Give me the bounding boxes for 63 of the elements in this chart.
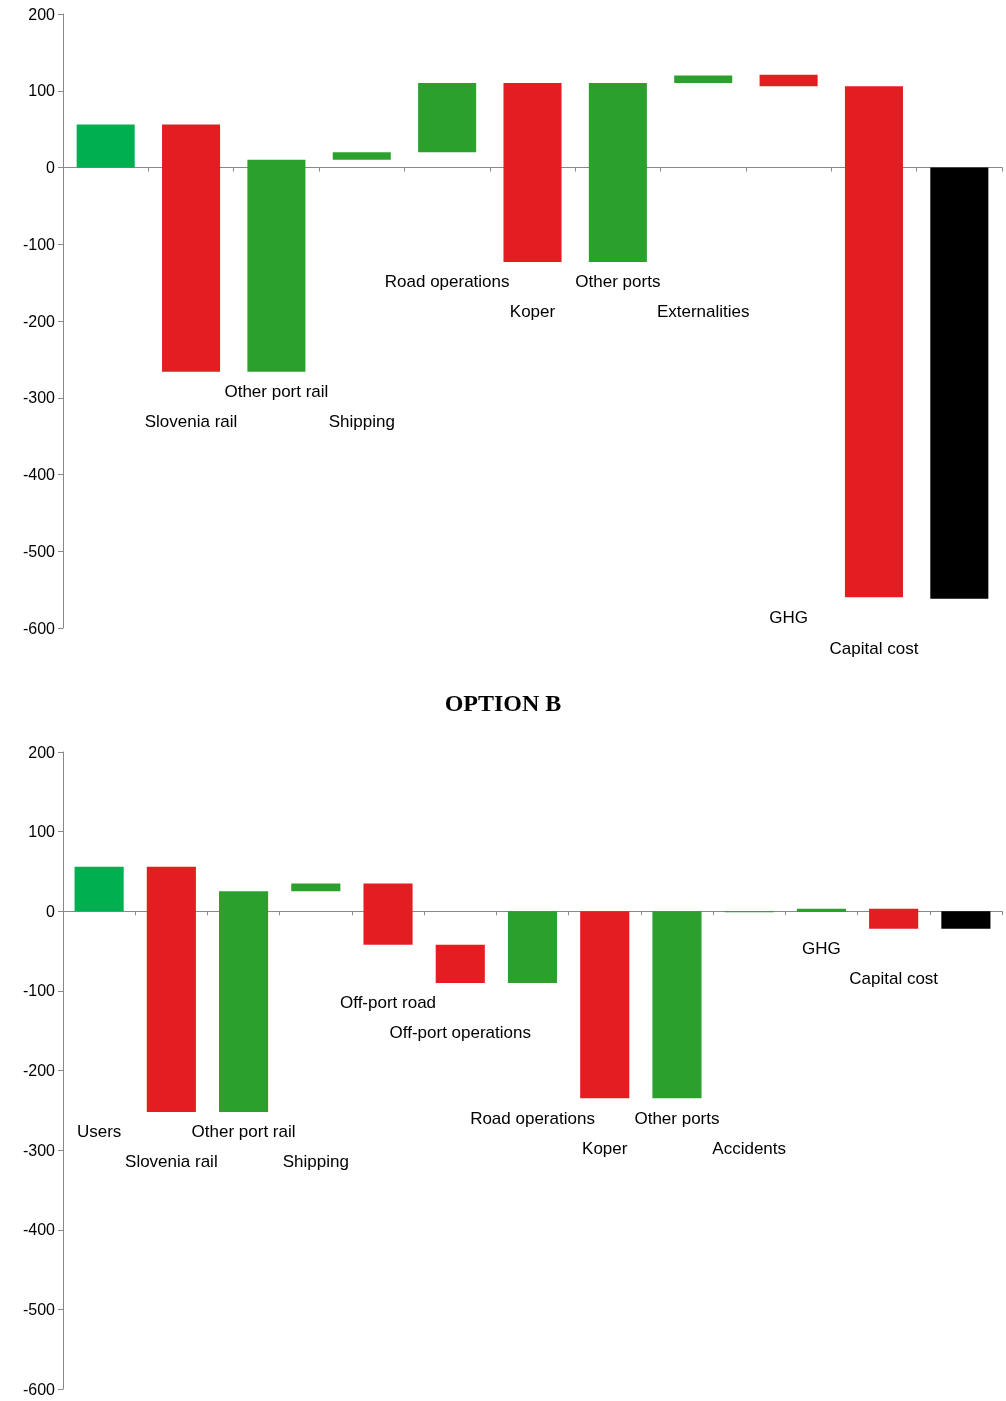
y-tick-label: -100 — [22, 235, 56, 253]
bar — [930, 167, 989, 599]
bar — [146, 866, 196, 1112]
x-tick-label: GHG — [802, 939, 841, 959]
bar — [580, 911, 630, 1099]
bar — [869, 908, 919, 929]
bar — [332, 152, 391, 160]
bar — [291, 883, 341, 892]
y-tick-label: -400 — [22, 1221, 56, 1239]
x-tick-label: Shipping — [282, 1152, 349, 1172]
chart-title: OPTION B — [444, 690, 562, 716]
bar — [363, 883, 413, 945]
y-tick-label: 200 — [28, 743, 56, 761]
x-tick-label: Road operations — [384, 272, 510, 292]
bar — [74, 866, 124, 912]
bar — [418, 83, 477, 153]
x-tick-label: Slovenia rail — [125, 1152, 218, 1172]
bar — [844, 86, 903, 598]
x-tick-label: Slovenia rail — [144, 412, 238, 432]
y-tick-label: -400 — [22, 466, 56, 483]
y-tick-label: -200 — [22, 312, 56, 330]
y-tick-label: -500 — [22, 542, 56, 560]
x-tick-label: Shipping — [328, 412, 395, 432]
bar — [652, 911, 702, 1099]
y-tick-label: 0 — [46, 902, 56, 920]
y-tick-label: -600 — [22, 619, 56, 637]
y-tick-label: -100 — [22, 982, 56, 1000]
y-tick-label: -200 — [22, 1062, 56, 1079]
bar — [76, 124, 135, 168]
x-tick-label: Users — [76, 1122, 122, 1142]
bar — [503, 83, 562, 262]
bar — [759, 74, 818, 87]
y-tick-label: -300 — [22, 1141, 56, 1159]
y-tick-label: 0 — [46, 159, 56, 176]
bar — [162, 124, 221, 372]
bar — [435, 944, 485, 983]
x-tick-label: GHG — [769, 607, 808, 627]
x-tick-label: Road operations — [470, 1108, 595, 1128]
x-tick-label: Other ports — [634, 1108, 720, 1128]
y-tick-label: -300 — [22, 389, 56, 407]
x-tick-label: Other port rail — [191, 1122, 296, 1142]
x-tick-label: Capital cost — [849, 969, 939, 989]
x-tick-label: Externalities — [656, 302, 750, 322]
bar — [796, 908, 846, 913]
bar — [247, 159, 306, 372]
x-tick-label: Other ports — [575, 272, 661, 292]
x-tick-label: Off-port operations — [389, 1023, 531, 1043]
y-tick-label: 200 — [28, 5, 56, 23]
x-tick-label: Accidents — [712, 1138, 787, 1158]
bar — [507, 911, 558, 983]
y-tick-label: -600 — [22, 1380, 56, 1398]
y-tick-label: 100 — [28, 823, 56, 841]
x-tick-label: Capital cost — [829, 639, 919, 659]
x-tick-label: Off-port road — [340, 993, 437, 1013]
x-tick-label: Koper — [582, 1138, 628, 1158]
bar — [588, 83, 647, 262]
bar — [674, 75, 733, 84]
bar — [941, 911, 991, 929]
bar — [219, 891, 269, 1112]
y-tick-label: 100 — [28, 82, 56, 100]
y-tick-label: -500 — [22, 1300, 56, 1318]
x-tick-label: Other port rail — [224, 382, 329, 402]
x-tick-label: Koper — [509, 302, 556, 322]
